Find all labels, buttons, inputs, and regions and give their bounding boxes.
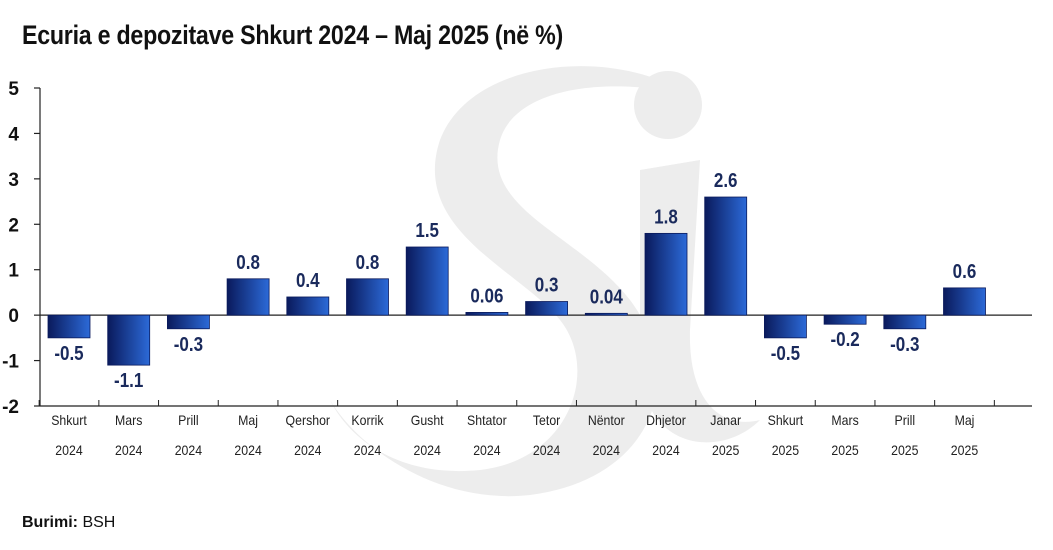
data-label: 0.6	[953, 260, 977, 283]
x-label-month: Mars	[831, 412, 859, 428]
bar	[405, 246, 449, 316]
x-label-month: Shkurt	[768, 412, 804, 428]
bar	[883, 314, 927, 330]
y-tick-label: 5	[8, 79, 19, 100]
y-tick-label: -1	[2, 352, 19, 373]
data-label: -0.3	[890, 332, 919, 355]
data-label: 1.5	[415, 219, 439, 242]
bar	[584, 312, 628, 316]
x-label-year: 2024	[175, 442, 202, 458]
bar	[166, 314, 210, 330]
data-label: -0.3	[174, 332, 203, 355]
x-label-month: Dhjetor	[646, 412, 686, 428]
x-label-year: 2024	[652, 442, 679, 458]
y-tick-label: 1	[8, 261, 19, 282]
chart-title: Ecuria e depozitave Shkurt 2024 – Maj 20…	[22, 20, 564, 50]
x-label-year: 2024	[593, 442, 620, 458]
bar	[943, 287, 986, 316]
data-label: 0.4	[296, 269, 320, 292]
data-label: -0.5	[54, 342, 83, 365]
x-label-year: 2025	[772, 442, 799, 458]
x-label-month: Korrik	[351, 412, 384, 428]
source-label: Burimi:	[22, 514, 78, 531]
bar	[764, 314, 807, 339]
x-label-year: 2024	[533, 442, 560, 458]
x-label-month: Mars	[115, 412, 143, 428]
bar	[525, 301, 568, 316]
data-label: 1.8	[654, 205, 678, 228]
bar	[346, 278, 389, 316]
x-label-year: 2025	[831, 442, 858, 458]
x-label-month: Tetor	[533, 412, 561, 428]
x-label-month: Gusht	[411, 412, 444, 428]
x-label-month: Prill	[178, 412, 199, 428]
x-label-year: 2024	[473, 442, 500, 458]
x-label-month: Nëntor	[588, 412, 626, 428]
bar	[226, 278, 270, 316]
data-label: 0.8	[236, 250, 260, 273]
bar	[286, 296, 330, 316]
y-tick-label: 4	[8, 124, 19, 145]
data-label: 0.3	[535, 273, 559, 296]
bar	[823, 314, 867, 325]
watermark-logo	[330, 66, 760, 497]
source-note: Burimi: BSH	[22, 514, 115, 532]
x-label-month: Qershor	[286, 412, 331, 428]
x-label-year: 2024	[414, 442, 441, 458]
y-tick-label: 3	[8, 170, 19, 191]
data-label: 0.04	[590, 285, 624, 308]
bars-group	[47, 196, 986, 366]
data-label: 0.8	[356, 250, 380, 273]
data-label: -0.2	[830, 328, 859, 351]
x-label-year: 2024	[354, 442, 381, 458]
bar	[704, 196, 748, 316]
x-label-month: Shkurt	[51, 412, 87, 428]
data-label: 0.06	[470, 284, 503, 307]
source-value: BSH	[82, 514, 116, 531]
bar	[644, 232, 688, 316]
x-label-year: 2025	[951, 442, 978, 458]
bar	[107, 314, 151, 366]
x-label-year: 2024	[234, 442, 261, 458]
y-tick-label: 2	[8, 215, 19, 236]
y-tick-label: -2	[2, 397, 19, 418]
y-tick-label: 0	[8, 306, 19, 327]
x-label-year: 2024	[55, 442, 82, 458]
x-label-year: 2024	[115, 442, 142, 458]
x-axis-labels-group: Shkurt 2024 Mars 2024 Prill 2024 Maj 2024 Qersho…	[51, 412, 978, 458]
x-label-year: 2025	[891, 442, 918, 458]
data-labels-group: -0.5 -1.1 -0.3 0.8 0.4 0.8 1.5 0.06 0.3 0.04 1.8 2.…	[54, 169, 976, 392]
x-label-year: 2024	[294, 442, 321, 458]
bar	[465, 312, 509, 316]
data-label: -1.1	[114, 369, 143, 392]
x-label-month: Shtator	[467, 412, 507, 428]
x-label-month: Maj	[955, 412, 975, 428]
x-label-month: Prill	[895, 412, 916, 428]
bar	[47, 314, 91, 339]
x-label-year: 2025	[712, 442, 739, 458]
x-label-month: Janar	[710, 412, 741, 428]
x-label-month: Maj	[238, 412, 258, 428]
data-label: -0.5	[771, 342, 800, 365]
data-label: 2.6	[714, 169, 738, 192]
